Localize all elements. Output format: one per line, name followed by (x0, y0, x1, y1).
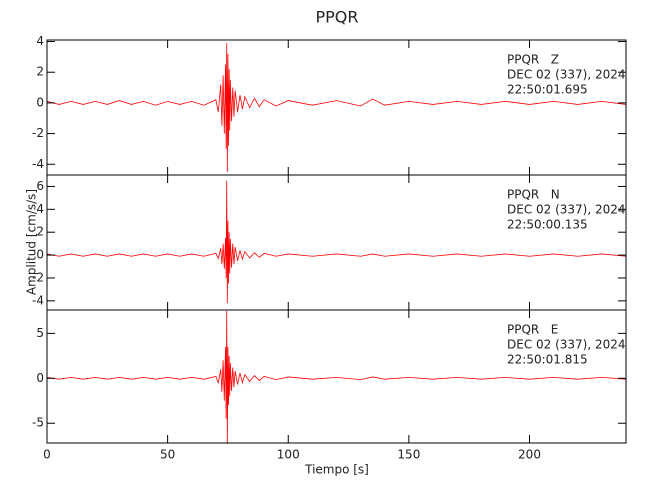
chart-title: PPQR (315, 8, 358, 27)
annotation: PPQR N (507, 188, 560, 202)
y-tick-label: 4 (36, 34, 44, 48)
y-tick-label: -5 (32, 416, 44, 430)
y-tick-label: 2 (36, 225, 44, 239)
y-tick-label: -4 (32, 157, 44, 171)
annotation: 22:50:01.815 (507, 353, 588, 367)
y-tick-label: -4 (32, 293, 44, 307)
y-tick-label: 0 (36, 248, 44, 262)
x-tick-label: 100 (277, 448, 300, 462)
plot-frame (46, 309, 627, 444)
x-axis-label: Tiempo [s] (304, 463, 369, 477)
y-tick-label: 4 (36, 202, 44, 216)
y-tick-label: 2 (36, 65, 44, 79)
y-tick-label: 6 (36, 179, 44, 193)
x-tick-label: 0 (43, 448, 51, 462)
y-tick-label: -2 (32, 270, 44, 284)
y-tick-label: 0 (36, 95, 44, 109)
x-tick-label: 200 (518, 448, 541, 462)
annotation: DEC 02 (337), 2024 (507, 203, 626, 217)
x-tick-label: 150 (397, 448, 420, 462)
annotation: DEC 02 (337), 2024 (507, 68, 626, 82)
annotation: DEC 02 (337), 2024 (507, 338, 626, 352)
waveform (46, 43, 627, 172)
y-tick-label: 0 (36, 371, 44, 385)
y-tick-label: 5 (36, 326, 44, 340)
y-tick-label: -2 (32, 126, 44, 140)
annotation: PPQR Z (507, 53, 559, 67)
x-tick-label: 50 (160, 448, 175, 462)
annotation: PPQR E (507, 323, 558, 337)
y-axis-label: Amplitud [cm/s/s] (25, 189, 39, 295)
annotation: 22:50:01.695 (507, 83, 588, 97)
waveform (46, 310, 627, 444)
waveform (46, 180, 627, 304)
annotation: 22:50:00.135 (507, 218, 588, 232)
